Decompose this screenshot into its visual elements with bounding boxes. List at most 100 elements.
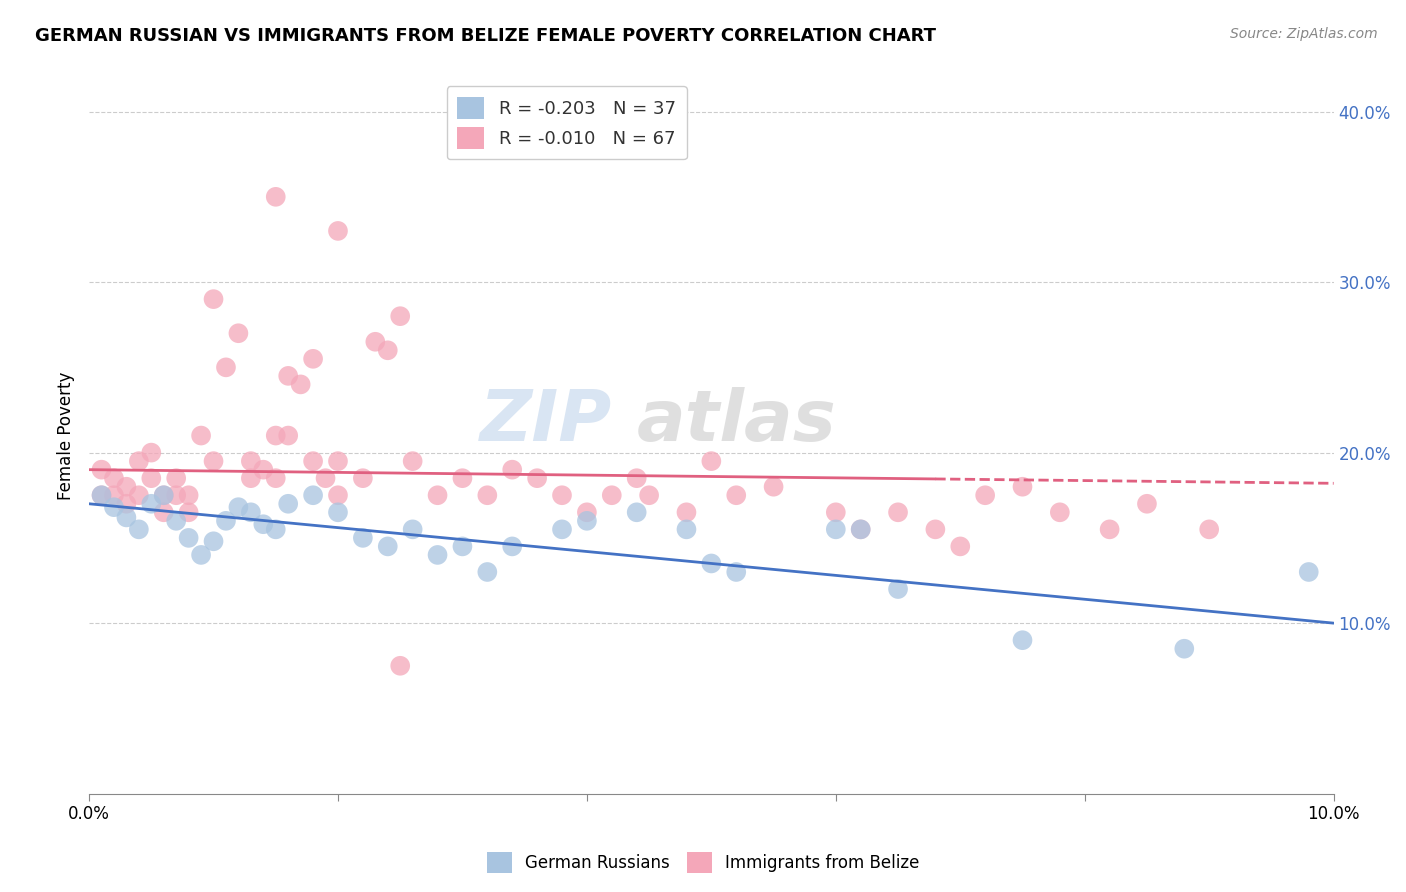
Point xyxy=(364,334,387,349)
Point xyxy=(326,224,349,238)
Point xyxy=(551,522,574,536)
Point xyxy=(377,343,399,358)
Point xyxy=(215,360,238,375)
Point xyxy=(575,514,598,528)
Point xyxy=(252,463,274,477)
Point xyxy=(675,505,697,519)
Point xyxy=(103,488,125,502)
Point xyxy=(190,428,212,442)
Point xyxy=(700,454,723,468)
Point xyxy=(152,488,174,502)
Point xyxy=(949,540,972,554)
Point xyxy=(638,488,661,502)
Point xyxy=(239,454,262,468)
Point xyxy=(1098,522,1121,536)
Point xyxy=(1011,633,1033,648)
Point xyxy=(264,190,287,204)
Point xyxy=(90,488,112,502)
Point xyxy=(389,658,412,673)
Point xyxy=(302,454,325,468)
Point xyxy=(128,522,150,536)
Point xyxy=(451,540,474,554)
Point xyxy=(849,522,872,536)
Point xyxy=(352,471,374,485)
Y-axis label: Female Poverty: Female Poverty xyxy=(58,371,75,500)
Point xyxy=(849,522,872,536)
Point xyxy=(575,505,598,519)
Point xyxy=(824,522,846,536)
Point xyxy=(115,497,138,511)
Point xyxy=(190,548,212,562)
Point xyxy=(302,351,325,366)
Point xyxy=(202,534,225,549)
Point xyxy=(600,488,623,502)
Point xyxy=(152,505,174,519)
Point xyxy=(377,540,399,554)
Point xyxy=(1298,565,1320,579)
Point xyxy=(626,505,648,519)
Point xyxy=(326,488,349,502)
Point xyxy=(824,505,846,519)
Point xyxy=(762,480,785,494)
Text: atlas: atlas xyxy=(637,387,837,456)
Point xyxy=(1136,497,1159,511)
Point xyxy=(426,488,449,502)
Point xyxy=(264,471,287,485)
Point xyxy=(477,565,499,579)
Point xyxy=(290,377,312,392)
Point xyxy=(252,517,274,532)
Point xyxy=(389,309,412,323)
Point xyxy=(700,557,723,571)
Point xyxy=(315,471,337,485)
Point xyxy=(352,531,374,545)
Point xyxy=(426,548,449,562)
Point xyxy=(141,497,163,511)
Point xyxy=(177,531,200,545)
Point xyxy=(526,471,548,485)
Point xyxy=(725,488,748,502)
Point xyxy=(228,326,250,341)
Point xyxy=(90,463,112,477)
Point xyxy=(887,505,910,519)
Text: GERMAN RUSSIAN VS IMMIGRANTS FROM BELIZE FEMALE POVERTY CORRELATION CHART: GERMAN RUSSIAN VS IMMIGRANTS FROM BELIZE… xyxy=(35,27,936,45)
Point xyxy=(725,565,748,579)
Point xyxy=(924,522,946,536)
Point xyxy=(675,522,697,536)
Point xyxy=(152,488,174,502)
Point xyxy=(451,471,474,485)
Point xyxy=(165,514,187,528)
Legend: German Russians, Immigrants from Belize: German Russians, Immigrants from Belize xyxy=(479,846,927,880)
Point xyxy=(1011,480,1033,494)
Point xyxy=(1173,641,1195,656)
Point xyxy=(177,488,200,502)
Point xyxy=(264,428,287,442)
Point xyxy=(551,488,574,502)
Point xyxy=(165,488,187,502)
Point xyxy=(90,488,112,502)
Point xyxy=(215,514,238,528)
Point xyxy=(103,500,125,515)
Point xyxy=(974,488,997,502)
Point xyxy=(177,505,200,519)
Point xyxy=(1198,522,1220,536)
Point xyxy=(626,471,648,485)
Point xyxy=(128,454,150,468)
Point xyxy=(401,454,423,468)
Point xyxy=(277,368,299,383)
Point xyxy=(1049,505,1071,519)
Point xyxy=(326,505,349,519)
Point xyxy=(115,510,138,524)
Point xyxy=(141,445,163,459)
Point xyxy=(326,454,349,468)
Point xyxy=(141,471,163,485)
Point xyxy=(115,480,138,494)
Text: Source: ZipAtlas.com: Source: ZipAtlas.com xyxy=(1230,27,1378,41)
Point xyxy=(477,488,499,502)
Point xyxy=(401,522,423,536)
Point xyxy=(228,500,250,515)
Point xyxy=(501,540,523,554)
Legend: R = -0.203   N = 37, R = -0.010   N = 67: R = -0.203 N = 37, R = -0.010 N = 67 xyxy=(447,87,686,160)
Point xyxy=(277,428,299,442)
Point xyxy=(887,582,910,596)
Point xyxy=(128,488,150,502)
